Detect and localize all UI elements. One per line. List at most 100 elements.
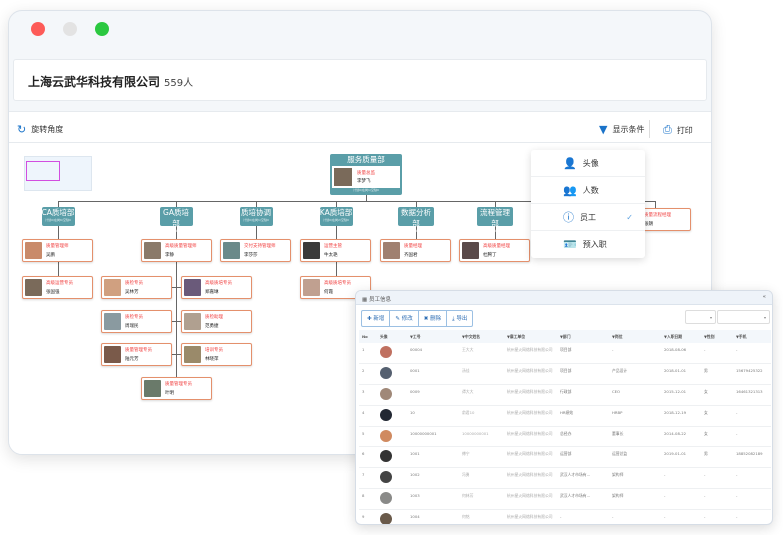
employee-card[interactable]: 质量管理师 吴鹏 [22,239,93,262]
menu-item-count[interactable]: 👥 人数 [531,177,645,204]
role: 培训专员 [205,348,223,353]
employee-card[interactable]: 质量经理 齐国君 [380,239,451,262]
dept-name: 服务质量部 [347,155,385,164]
column-label: 手机 [738,333,747,339]
info-icon: ⓘ [563,211,574,224]
table-row[interactable]: 6 1001 傅宁 杭州星火网络科技有限公司 运营部 运营总监 2019-01-01 男 188… [359,446,771,469]
maximize-window-button[interactable] [95,22,109,36]
menu-item-avatar[interactable]: 👤 头像 [531,150,645,177]
person-name: 叶明 [165,391,174,396]
table-row[interactable]: 2 0001 汤佳 杭州星火网络科技有限公司 项目部 产品设计 2018-01-01 男 156… [359,363,771,386]
root-department-node[interactable]: 服务质量部 质量总监 李梦飞 计划0/在岗1/空缺0 [330,154,402,195]
minimap[interactable] [24,156,92,191]
dept-stats: 计划0/在岗2/空缺0 [323,218,349,222]
table-row[interactable]: 4 10 俞君10 杭州星火网络科技有限公司 HR绩效 HRBP 2018-12-19 女 - [359,405,771,427]
filter-icon[interactable]: ▼ [664,333,667,339]
department-node[interactable]: 数据分析部 计划0/在岗1/空缺0 [398,207,434,233]
connector-line [256,201,257,207]
table-cell: 2015-12-01 [661,384,701,406]
employee-card[interactable]: 质检专员 吴林芳 [101,276,172,299]
column-header[interactable]: ▼工号 [407,330,459,343]
filter-icon[interactable]: ▼ [560,333,563,339]
employee-card[interactable]: 质量管理专员 叶明 [141,377,212,400]
print-button[interactable]: ⎙ 打印 [663,123,693,137]
collapse-icon[interactable]: « [762,294,766,300]
employee-card[interactable]: 培训专员 林晓萍 [181,343,252,366]
column-header[interactable]: ▼岗位 [609,330,661,343]
table-cell: - [701,467,733,490]
filter-icon: ▼ [599,123,608,136]
table-row[interactable]: 8 1003 何林芳 杭州星火网络科技有限公司 武汉人才市场有… 架构师 - - - [359,488,771,510]
employee-card[interactable]: 质量管理专员 陆元芳 [101,343,172,366]
table-cell: 15679425322 [733,363,771,386]
filter-icon[interactable]: ▼ [507,333,510,339]
column-header[interactable]: ▼入职日期 [661,330,701,343]
filter-select-2[interactable]: ▾ [717,310,770,324]
dialog-header: ▦ 员工信息 « [356,291,772,305]
table-row[interactable]: 9 1004 何铭 杭州星火网络科技有限公司 - - - - - [359,509,771,524]
dept-stats: 计划0/在岗8/空缺0 [163,229,189,233]
cell-avatar [377,467,407,490]
table-row[interactable]: 1 00004 王大大 杭州星火网络科技有限公司 项目部 -2018-08-06- - [359,343,771,365]
table-cell: 10000000001 [459,426,504,448]
table-cell: 0001 [407,363,459,386]
table-cell: 2014-08-22 [661,426,701,448]
add-button[interactable]: ✚ 新增 [362,311,391,326]
column-header[interactable]: ▼手机 [733,330,771,343]
filter-icon[interactable]: ▼ [462,333,465,339]
rotate-button[interactable]: ↻ 旋转角度 [17,123,63,136]
department-node[interactable]: CA质培部 计划0/在岗6/空缺0 [41,207,75,226]
column-label: 岗位 [614,333,623,339]
table-cell: 0009 [407,384,459,406]
department-node[interactable]: 质培协调 计划0/在岗1/空缺0 [239,207,273,226]
filter-icon[interactable]: ▼ [612,333,615,339]
employee-card[interactable]: 质检助理 范勇捷 [181,310,252,333]
table-cell: 产品设计 [609,363,661,386]
export-button[interactable]: ⤓ 导出 [452,316,468,322]
filter-icon[interactable]: ▼ [704,333,707,339]
filter-icon[interactable]: ▼ [736,333,739,339]
table-cell: - [557,509,609,524]
person-name: 林晓萍 [205,357,219,362]
table-row[interactable]: 3 0009 谭大大 杭州星火网络科技有限公司 行政部 CEO 2015-12-01 女 164… [359,384,771,406]
table-cell: 2 [359,363,377,386]
column-label: No [362,334,368,339]
minimize-window-button[interactable] [63,22,77,36]
column-header[interactable]: ▼部门 [557,330,609,343]
department-node[interactable]: GA质培部 计划0/在岗8/空缺0 [159,207,193,233]
employee-card[interactable]: 交付支持管理师 李莎莎 [220,239,291,262]
employee-card[interactable]: 高级运营专员 张国强 [22,276,93,299]
connector-line [176,262,177,388]
minimap-viewport[interactable] [26,161,60,181]
role: 质量总监 [357,171,375,176]
delete-button[interactable]: ✖ 删除 [419,311,448,326]
column-header[interactable]: ▼中文姓名 [459,330,504,343]
employee-card[interactable]: 高级质量经理 杜腾丁 [459,239,530,262]
table-cell: 杭州星火网络科技有限公司 [504,446,557,469]
edit-button[interactable]: ✎ 修改 [390,311,419,326]
column-header[interactable]: ▼雇工单位 [504,330,557,343]
dept-name: KA质培部 [319,208,353,217]
table-cell: 2019-01-01 [661,446,701,469]
table-row[interactable]: 5 10000000001 10000000001 杭州星火网络科技有限公司 总经办 董事… [359,426,771,448]
filter-icon[interactable]: ▼ [410,333,413,339]
employee-card[interactable]: 高级质培专员 郑嘉琳 [181,276,252,299]
badge-icon: 🪪 [563,238,577,251]
department-node[interactable]: 流程管理部 计划0/在岗1/空缺0 [477,207,513,233]
department-node[interactable]: KA质培部 计划0/在岗2/空缺0 [319,207,353,226]
menu-item-pre-onboard[interactable]: 🪪 预入职 [531,231,645,258]
column-header[interactable]: ▼性别 [701,330,733,343]
close-window-button[interactable] [31,22,45,36]
employee-card[interactable]: 质检专员 周瑞民 [101,310,172,333]
avatar [184,313,201,330]
employee-card[interactable]: 高级质量管理师 李静 [141,239,212,262]
display-conditions-button[interactable]: ▼ 显示条件 [599,123,644,136]
employee-card[interactable]: 运营主管 牛太艳 [300,239,371,262]
column-label: 中文姓名 [464,333,481,339]
table-row[interactable]: 7 1002 冯勇 杭州星火网络科技有限公司 武汉人才市场有… 架构师 - - - [359,467,771,490]
menu-item-employee[interactable]: ⓘ 员工 ✓ [531,204,645,231]
connector-line [58,201,655,202]
employee-card[interactable]: 高级质培专员 何霞 [300,276,371,299]
connector-line [256,226,257,239]
filter-select-1[interactable]: ▾ [685,310,716,324]
